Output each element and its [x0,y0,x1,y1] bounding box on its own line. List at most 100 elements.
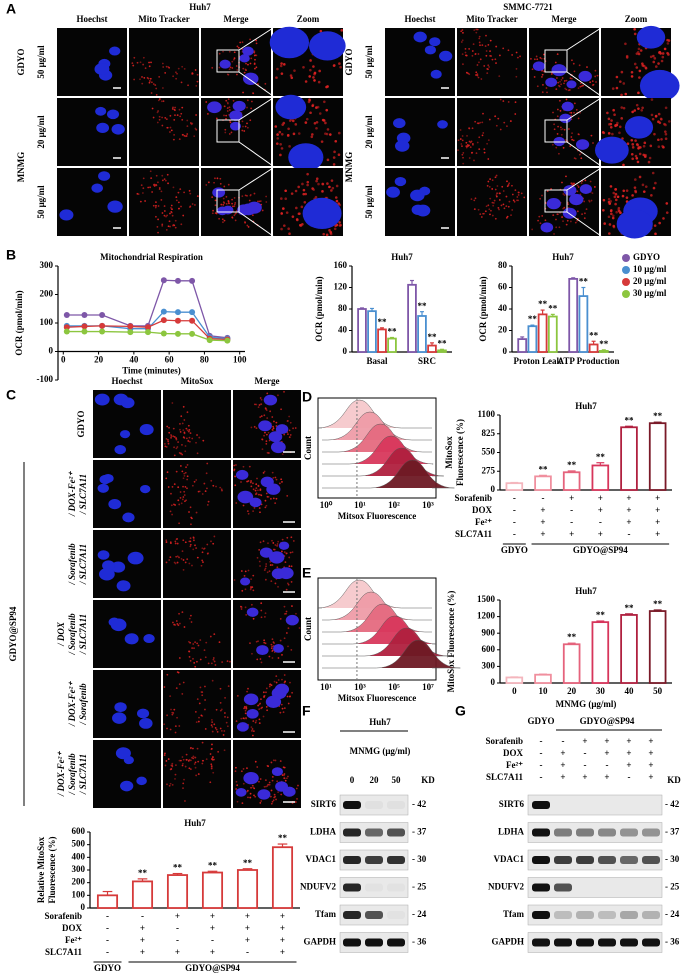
mito-signal [182,539,185,542]
mito-signal [271,428,274,431]
mito-signal [649,55,653,59]
nucleus [111,123,125,135]
mito-signal [477,122,480,125]
mito-signal [489,178,492,180]
condition-sign: + [598,493,603,503]
mito-signal [189,759,192,762]
y-tick-label: 0 [491,677,496,687]
mito-signal [210,763,213,766]
x-axis-label: MNMG (μg/ml) [556,699,617,709]
mito-signal [233,469,236,472]
mito-signal [244,606,247,609]
mito-signal [202,759,205,762]
mito-signal [485,34,487,37]
protein-name: NDUFV2 [488,882,524,892]
mito-signal [637,107,640,110]
mito-signal [255,640,258,643]
mito-signal [466,134,468,137]
mito-signal [171,208,173,211]
mito-signal [290,565,293,568]
kd-label: - 24 [412,909,427,919]
mito-signal [657,112,661,116]
mito-signal [196,556,199,559]
mito-signal [201,741,204,744]
mito-signal [220,708,223,711]
mito-signal [642,153,646,157]
mito-signal [641,64,645,67]
mito-signal [175,620,178,622]
mito-signal [250,585,252,588]
mito-signal [165,65,168,68]
mito-signal [328,229,331,232]
mito-signal [326,128,330,131]
mito-signal [595,81,597,83]
mito-signal [249,588,252,591]
mito-signal [215,212,218,215]
mito-signal [248,199,251,202]
mito-signal [338,62,341,65]
mito-signal [312,76,315,79]
micrograph [201,28,271,96]
blot-band [343,911,361,919]
mito-signal [607,117,611,121]
mito-signal [283,605,286,608]
mito-signal [461,135,464,137]
mito-signal [611,132,614,136]
mito-signal [291,551,294,554]
mito-signal [240,605,242,608]
mito-signal [252,488,255,491]
mito-signal [209,635,212,638]
mito-signal [298,212,301,215]
condition-sign: + [604,772,609,782]
mito-signal [280,132,284,136]
mito-signal [266,392,269,395]
mito-signal [195,721,198,724]
mito-signal [231,67,234,69]
mito-signal [161,223,164,226]
mito-signal [620,117,624,120]
mito-signal [214,664,217,666]
significance: ** [567,632,577,642]
mito-signal [295,612,297,615]
mito-signal [154,206,157,209]
bar [562,643,581,684]
mito-signal [218,66,221,69]
blot-strip [527,877,663,898]
nucleus [120,780,134,792]
mito-signal [192,757,195,760]
mito-signal [662,217,665,220]
mito-signal [270,684,273,687]
mito-signal [163,205,166,207]
mito-signal [233,57,236,60]
micrograph [129,98,199,166]
x-tick-label: 10² [388,500,400,510]
mito-signal [288,565,291,568]
mito-signal [650,113,654,117]
mito-signal [644,66,648,70]
mito-signal [555,218,557,221]
mito-signal [173,224,176,227]
mito-signal [266,451,269,454]
mito-signal [234,475,236,478]
mito-signal [337,131,341,135]
mito-signal [173,119,176,121]
mito-signal [201,493,204,495]
mito-signal [280,212,283,215]
mito-signal [189,537,192,540]
mito-signal [214,204,217,207]
mito-signal [261,209,264,212]
condition-sign: - [599,517,602,527]
mito-signal [545,87,548,89]
mito-signal [265,563,268,565]
mito-signal [592,142,594,144]
mito-signal [222,50,224,53]
mito-signal [328,185,331,189]
mito-signal [206,503,209,506]
mito-signal [483,148,486,151]
mito-signal [462,63,464,66]
mito-signal [630,70,634,74]
mito-signal [191,484,194,487]
mito-signal [635,156,639,160]
mito-signal [173,561,176,564]
mito-signal [236,45,239,48]
